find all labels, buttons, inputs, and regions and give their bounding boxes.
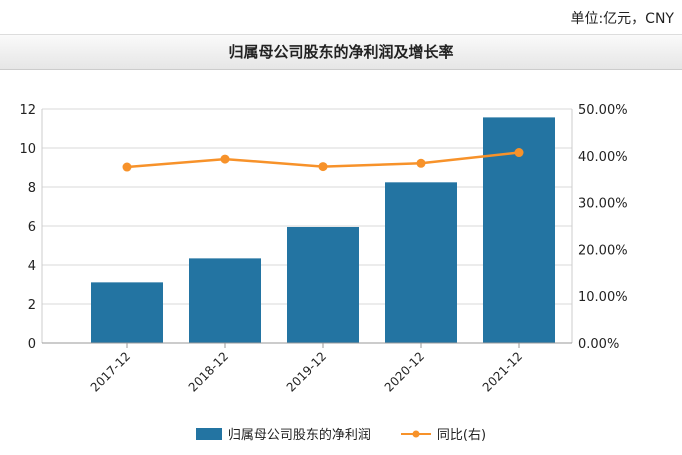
y-left-tick-label: 8	[28, 181, 36, 196]
growth-point	[220, 154, 230, 164]
chart-title: 归属母公司股东的净利润及增长率	[0, 34, 682, 70]
bar	[385, 182, 457, 343]
y-right-tick-label: 30.00%	[578, 197, 628, 212]
bar	[91, 282, 163, 343]
growth-point	[514, 148, 524, 158]
bar	[287, 226, 359, 343]
x-tick-label: 2021-12	[480, 349, 525, 394]
y-right-tick-label: 40.00%	[578, 150, 628, 165]
y-left-tick-label: 0	[28, 337, 36, 352]
y-right-tick-label: 20.00%	[578, 243, 628, 258]
y-right-tick-label: 50.00%	[578, 103, 628, 118]
y-left-tick-label: 2	[28, 298, 36, 313]
legend-swatch-bar	[195, 427, 222, 440]
y-left-tick-label: 6	[28, 220, 36, 235]
legend-swatch-line	[400, 430, 431, 437]
legend-item-bar[interactable]: 归属母公司股东的净利润	[195, 424, 371, 443]
x-tick-label: 2018-12	[186, 349, 231, 394]
growth-point	[416, 158, 426, 168]
unit-label: 单位:亿元，CNY	[570, 11, 674, 27]
y-left-tick-label: 10	[19, 142, 36, 157]
x-tick-label: 2019-12	[284, 349, 329, 394]
growth-point	[318, 162, 328, 172]
y-left-tick-label: 12	[19, 103, 36, 118]
legend-label: 归属母公司股东的净利润	[227, 428, 371, 443]
x-tick-label: 2020-12	[382, 349, 427, 394]
y-right-tick-label: 10.00%	[578, 290, 628, 305]
y-right-tick-label: 0.00%	[578, 337, 619, 352]
legend-item-line[interactable]: 同比(右)	[400, 424, 487, 443]
legend-label: 同比(右)	[436, 428, 487, 443]
bar	[189, 258, 261, 343]
y-left-tick-label: 4	[28, 259, 36, 274]
x-tick-label: 2017-12	[88, 349, 133, 394]
growth-point	[122, 162, 132, 172]
legend: 归属母公司股东的净利润 同比(右)	[0, 424, 682, 443]
